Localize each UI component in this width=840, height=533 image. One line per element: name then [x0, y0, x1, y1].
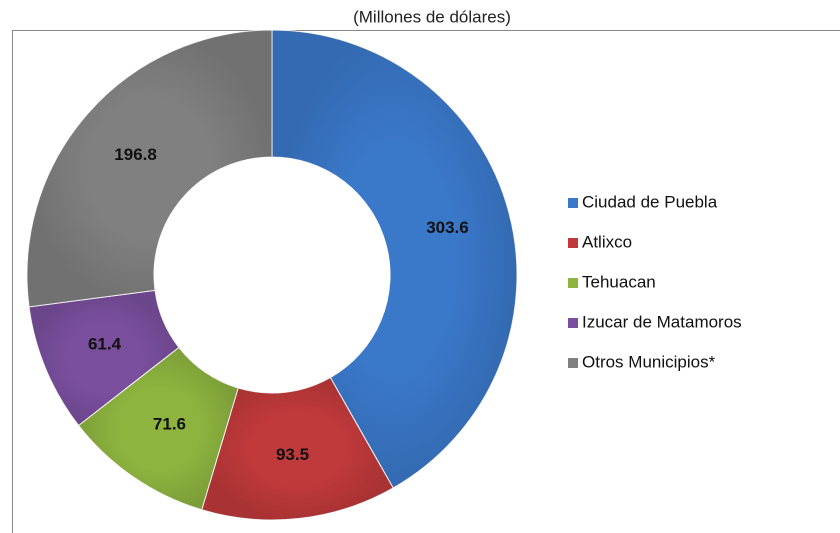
data-label: 93.5 — [276, 445, 309, 464]
donut-segment — [26, 29, 273, 308]
legend-label: Ciudad de Puebla — [582, 192, 718, 211]
data-label: 71.6 — [153, 414, 186, 433]
data-label: 303.6 — [426, 218, 469, 237]
legend-swatch — [568, 358, 578, 368]
legend-swatch — [568, 198, 578, 208]
data-label: 61.4 — [88, 334, 122, 353]
legend-swatch — [568, 278, 578, 288]
legend-swatch — [568, 318, 578, 328]
legend-label: Izucar de Matamoros — [582, 312, 742, 331]
legend-label: Tehuacan — [582, 272, 656, 291]
chart-subtitle: (Millones de dólares) — [353, 7, 511, 26]
legend-label: Otros Municipios* — [582, 352, 716, 371]
legend-label: Atlixco — [582, 232, 632, 251]
legend-swatch — [568, 238, 578, 248]
data-label: 196.8 — [114, 145, 157, 164]
